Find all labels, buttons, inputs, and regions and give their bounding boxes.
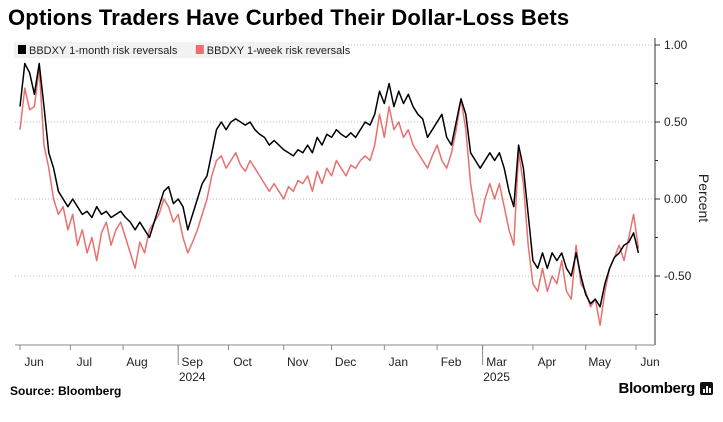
y-tick-label: 0.00 [664, 192, 688, 206]
y-axis: 1.00 0.50 0.00 -0.50 [654, 38, 692, 345]
source-note: Source: Bloomberg [10, 384, 122, 398]
x-tick-label: Apr [538, 355, 557, 369]
legend: BBDXY 1-month risk reversals BBDXY 1-week… [14, 42, 351, 58]
x-tick-label: May [588, 355, 611, 369]
brand-logo-text: Bloomberg [618, 380, 696, 397]
x-tick-label: Mar [486, 355, 507, 369]
x-tick-label: Jun [24, 355, 43, 369]
bloomberg-logo-icon [700, 382, 713, 395]
x-tick-label: Feb [441, 355, 462, 369]
legend-swatch-1-month [18, 45, 26, 54]
x-tick-label: Jun [640, 355, 659, 369]
y-tick-label: 1.00 [664, 38, 688, 52]
y-axis-label: Percent [696, 174, 712, 222]
x-year-label: 2025 [483, 370, 510, 384]
x-tick-label: Aug [126, 355, 147, 369]
legend-label-1-week: BBDXY 1-week risk reversals [207, 45, 351, 57]
x-tick-label: Dec [335, 355, 356, 369]
x-tick-label: Jul [77, 355, 92, 369]
x-tick-label: Nov [287, 355, 308, 369]
legend-background [14, 42, 344, 58]
series-line-1-month [19, 62, 640, 308]
legend-label-1-month: BBDXY 1-month risk reversals [29, 45, 178, 57]
x-tick-label: Sep [182, 355, 204, 369]
y-tick-label: 0.50 [664, 115, 688, 129]
chart-title: Options Traders Have Curbed Their Dollar… [8, 5, 570, 30]
x-year-label: 2024 [179, 370, 206, 384]
series-lines [19, 62, 640, 327]
x-tick-label: Oct [233, 355, 252, 369]
legend-swatch-1-week [195, 45, 204, 54]
x-axis: Jun Jul Aug Sep Oct Nov Dec Jan Feb Mar Apr May Jun 2… [15, 344, 660, 384]
x-tick-label: Jan [389, 355, 408, 369]
series-line-1-week [19, 67, 640, 327]
y-tick-label: -0.50 [664, 269, 692, 283]
